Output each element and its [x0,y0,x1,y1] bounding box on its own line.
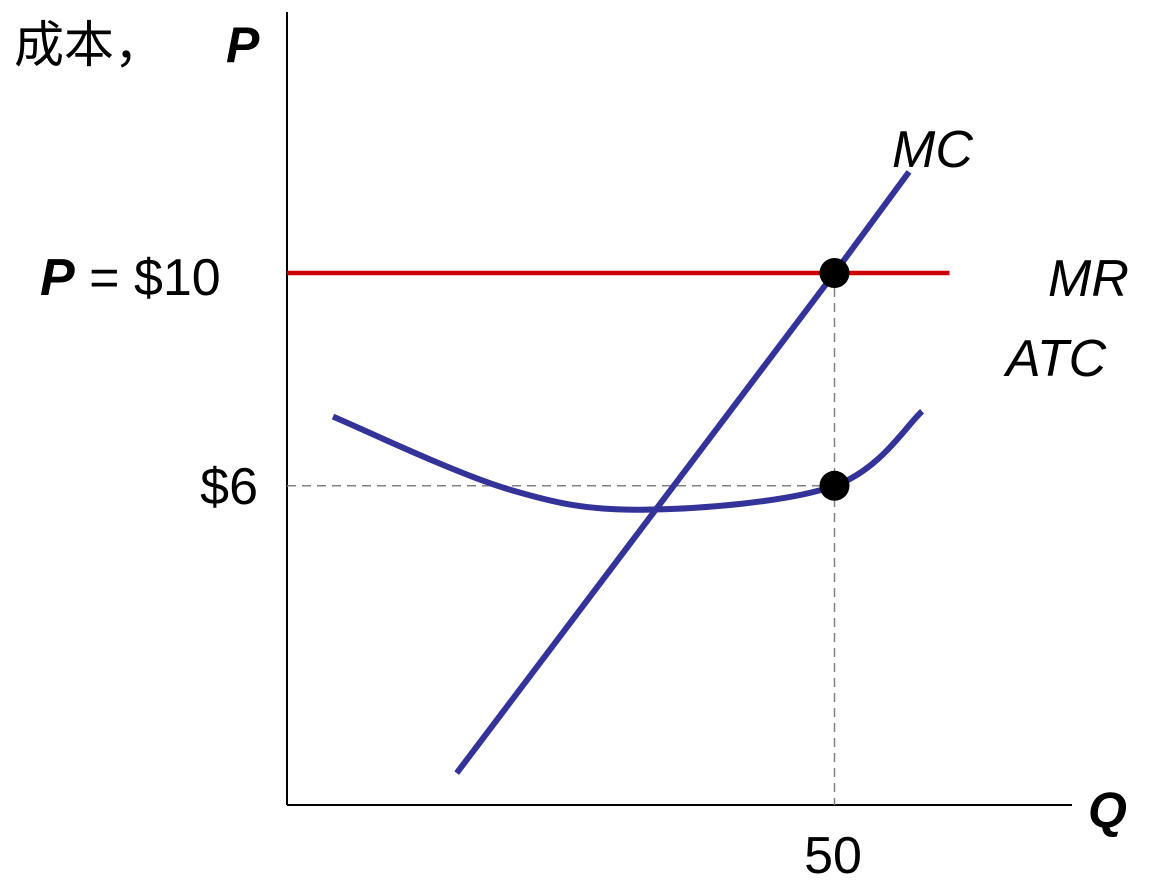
price-equals: = [75,249,134,307]
price-value: $10 [134,249,221,307]
price-symbol: P [40,249,75,307]
atc-tick-label: $6 [200,458,258,516]
y-axis-prefix: 成本， [14,16,164,74]
quantity-tick-label: 50 [804,827,862,881]
mc-label: MC [892,121,973,179]
mr-label: MR [1048,250,1129,308]
atc-label: ATC [1003,330,1107,388]
atc-curve [331,409,925,513]
y-axis-title: P [226,17,260,73]
x-axis-title: Q [1088,782,1127,838]
point-atc-at-50 [819,470,850,501]
price-tick-label: P = $10 [40,249,221,307]
point-mr-mc-intersection [819,258,850,288]
